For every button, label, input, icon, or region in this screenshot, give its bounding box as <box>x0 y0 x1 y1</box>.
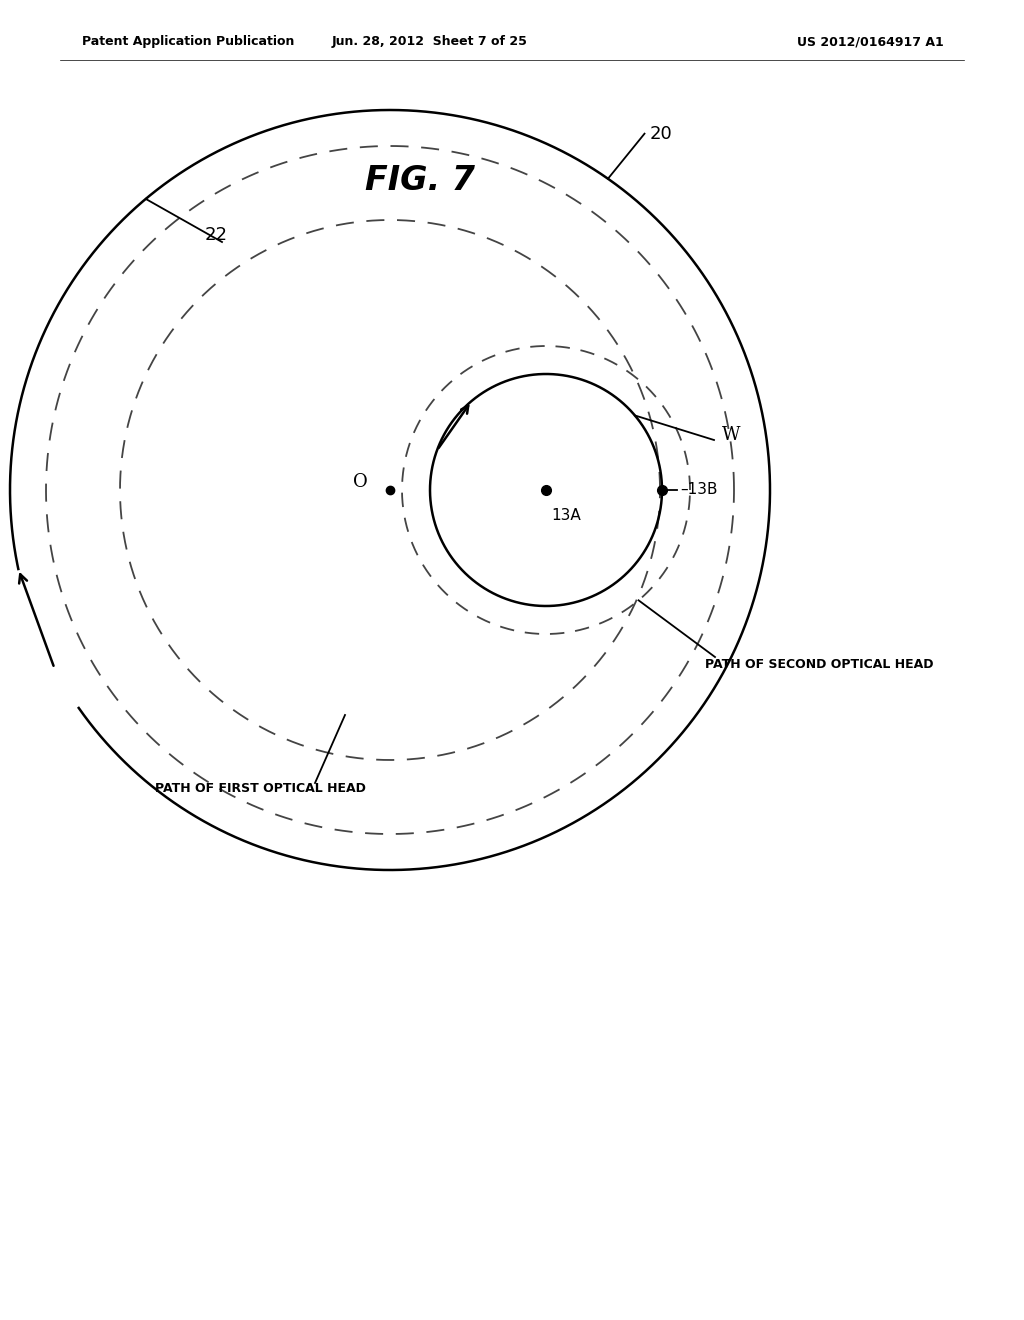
Text: PATH OF FIRST OPTICAL HEAD: PATH OF FIRST OPTICAL HEAD <box>155 781 366 795</box>
Text: 20: 20 <box>649 124 672 143</box>
Text: 22: 22 <box>205 226 228 244</box>
Text: –13B: –13B <box>680 483 718 498</box>
Text: PATH OF SECOND OPTICAL HEAD: PATH OF SECOND OPTICAL HEAD <box>705 659 934 672</box>
Text: W: W <box>722 426 740 444</box>
Text: US 2012/0164917 A1: US 2012/0164917 A1 <box>797 36 943 49</box>
Text: O: O <box>353 473 368 491</box>
Text: Jun. 28, 2012  Sheet 7 of 25: Jun. 28, 2012 Sheet 7 of 25 <box>332 36 528 49</box>
Text: Patent Application Publication: Patent Application Publication <box>82 36 294 49</box>
Text: 13A: 13A <box>551 508 581 523</box>
Text: FIG. 7: FIG. 7 <box>365 164 475 197</box>
